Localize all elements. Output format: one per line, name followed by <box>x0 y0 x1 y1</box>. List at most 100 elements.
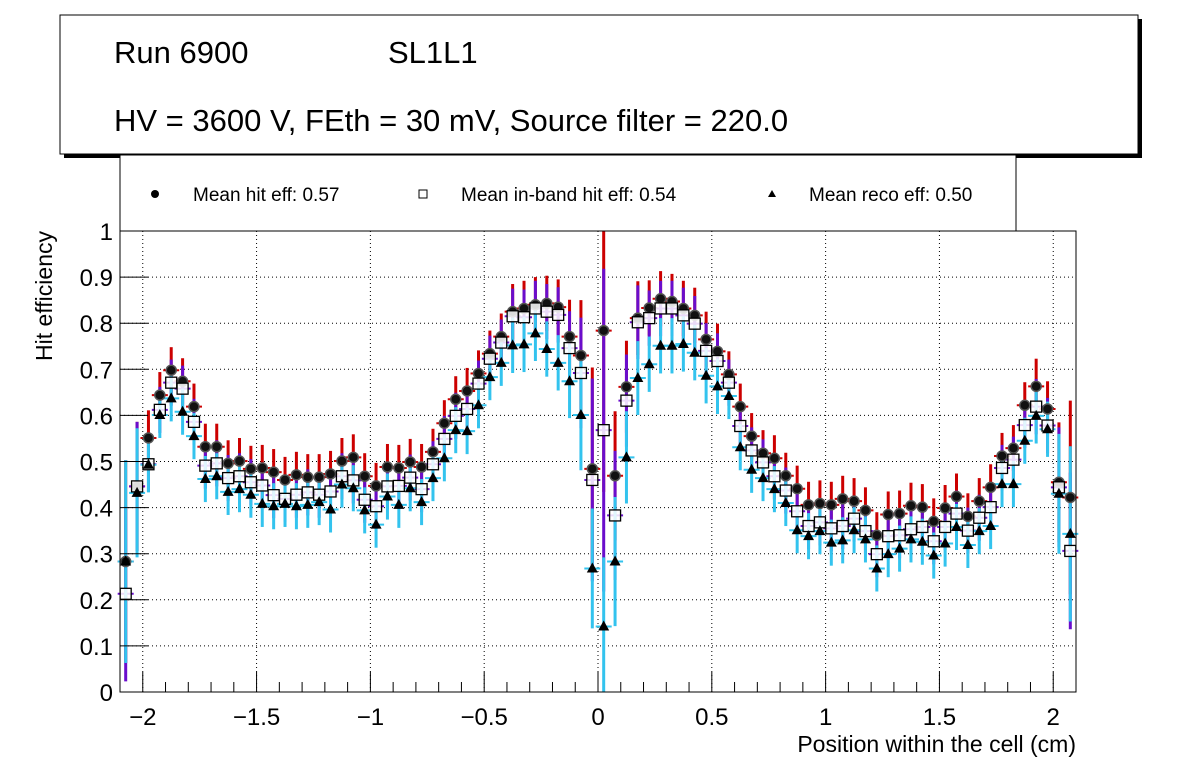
hit-eff-point <box>472 367 485 380</box>
hit-eff-point <box>404 456 416 468</box>
reco-eff-point <box>700 369 712 380</box>
hit-eff-point <box>973 495 986 507</box>
hit-eff-point <box>916 501 929 513</box>
inband-eff-point <box>449 409 462 423</box>
reco-eff-point <box>905 533 917 544</box>
reco-eff-point <box>484 371 496 382</box>
reco-eff-point <box>495 356 507 367</box>
hit-eff-point <box>222 457 234 470</box>
reco-eff-point <box>177 405 189 416</box>
inband-eff-point <box>1007 453 1020 466</box>
y-tick-label: 0.9 <box>80 265 113 292</box>
title-run: Run 6900 <box>114 35 248 70</box>
hit-eff-point <box>996 450 1008 462</box>
hit-eff-point <box>336 455 348 467</box>
reco-eff-point <box>985 520 997 531</box>
y-tick-label: 0.7 <box>80 357 113 384</box>
inband-eff-point <box>654 302 667 315</box>
hit-eff-point <box>449 393 462 406</box>
inband-eff-point <box>165 376 178 389</box>
hit-eff-point <box>597 324 610 337</box>
y-tick-label: 0 <box>100 680 113 707</box>
inband-eff-point <box>324 485 337 498</box>
hit-eff-point <box>825 499 838 511</box>
hit-eff-point <box>267 466 280 478</box>
reco-eff-point <box>541 343 553 354</box>
reco-eff-point <box>268 500 280 511</box>
inband-eff-point <box>187 415 201 429</box>
reco-eff-point <box>279 497 291 508</box>
hit-eff-point <box>1019 399 1031 412</box>
hit-eff-point <box>643 302 655 314</box>
reco-eff-point <box>734 441 746 452</box>
hit-eff-point <box>415 461 428 473</box>
inband-eff-point <box>756 456 770 469</box>
hit-eff-point <box>836 493 849 505</box>
hit-eff-point <box>871 529 883 542</box>
hit-eff-point <box>950 490 963 503</box>
inband-eff-point <box>927 535 940 548</box>
reco-eff-point <box>529 327 541 338</box>
hit-eff-point <box>927 515 940 528</box>
reco-eff-point <box>438 452 450 463</box>
reco-eff-point <box>609 555 621 566</box>
reco-eff-point <box>1042 423 1054 434</box>
reco-eff-point <box>564 375 576 386</box>
hit-eff-point <box>302 471 314 483</box>
inband-eff-point <box>517 311 531 324</box>
inband-eff-point <box>734 419 747 433</box>
reco-eff-point <box>962 538 974 549</box>
inband-eff-point <box>643 311 656 325</box>
y-axis-label: Hit efficiency <box>31 231 57 361</box>
reco-eff-point <box>666 339 678 350</box>
reco-eff-point <box>689 346 701 357</box>
reco-eff-point <box>882 548 894 559</box>
inband-eff-point <box>381 480 394 493</box>
hit-eff-point <box>905 500 917 512</box>
hit-eff-point <box>654 293 667 305</box>
hit-eff-point <box>1030 380 1042 393</box>
reco-eff-point <box>427 472 439 483</box>
hit-eff-point <box>427 446 439 458</box>
reco-eff-point <box>723 390 735 401</box>
inband-eff-point <box>574 366 588 380</box>
legend-box <box>119 154 1017 232</box>
hit-eff-point <box>393 462 405 474</box>
hit-eff-point <box>154 389 166 401</box>
inband-eff-point <box>495 336 508 349</box>
reco-eff-point <box>165 392 177 403</box>
hit-eff-point <box>199 440 212 453</box>
legend-label: Mean reco eff: 0.50 <box>809 185 972 206</box>
reco-eff-point <box>1053 487 1065 498</box>
reco-eff-point <box>245 488 257 499</box>
reco-eff-point <box>199 473 211 484</box>
y-tick-label: 0.3 <box>80 542 113 569</box>
reco-eff-point <box>632 372 644 383</box>
inband-eff-point <box>404 471 417 484</box>
hit-eff-point <box>245 463 257 475</box>
reco-eff-point <box>131 486 143 497</box>
reco-eff-point <box>188 430 200 441</box>
inband-eff-point <box>950 507 963 520</box>
hit-eff-point <box>1064 491 1077 504</box>
hit-eff-point <box>1007 442 1020 454</box>
hit-eff-point <box>142 432 155 444</box>
inband-eff-point <box>847 512 861 525</box>
error-bars <box>117 231 1079 692</box>
inband-eff-point <box>620 394 633 407</box>
reco-eff-point <box>803 530 815 541</box>
reco-eff-point <box>1019 434 1031 445</box>
y-tick-label: 0.2 <box>80 588 113 615</box>
reco-eff-point <box>1030 409 1042 420</box>
title-box <box>59 14 1139 155</box>
hit-eff-point <box>791 482 803 495</box>
inband-eff-point <box>791 505 804 518</box>
inband-eff-point <box>369 500 383 513</box>
reco-eff-point <box>712 380 723 391</box>
reco-eff-point <box>814 525 826 536</box>
reco-eff-point <box>871 562 883 573</box>
reco-eff-point <box>996 478 1008 489</box>
reco-eff-point <box>461 425 473 436</box>
hit-eff-point <box>893 507 906 520</box>
